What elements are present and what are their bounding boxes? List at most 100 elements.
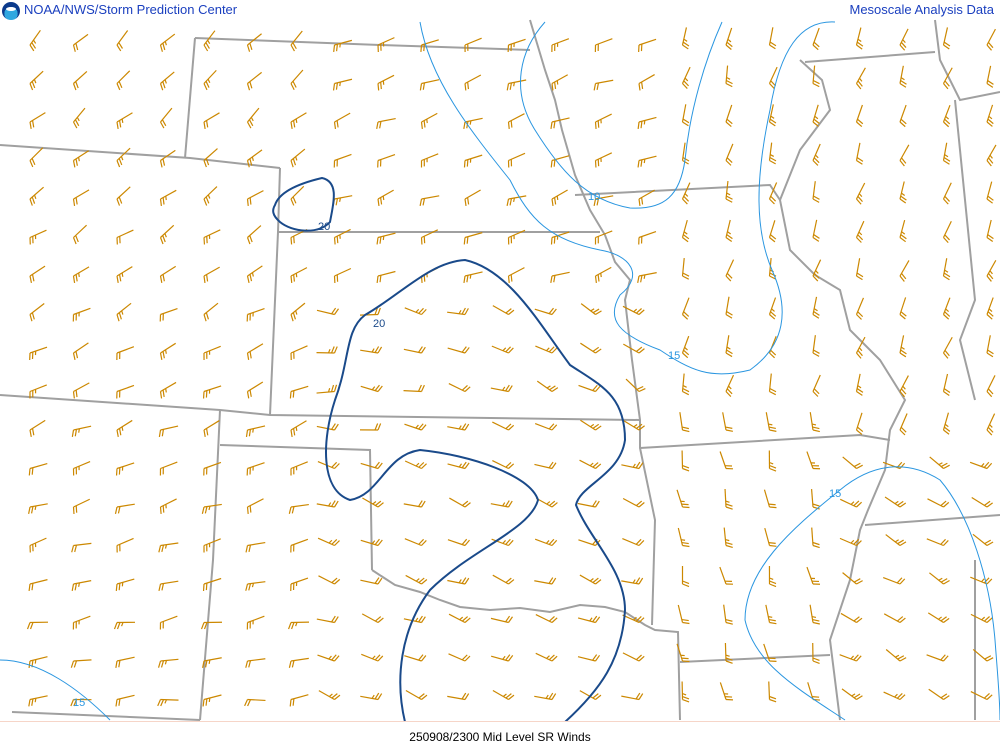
wind-barb: [899, 104, 907, 128]
wind-barb: [535, 345, 558, 354]
wind-barb: [405, 574, 428, 585]
wind-barb: [577, 654, 601, 662]
wind-barb: [725, 259, 735, 282]
wind-barb: [579, 459, 602, 470]
wind-barb: [333, 228, 351, 245]
wind-barb: [942, 142, 951, 165]
wind-barb: [115, 578, 135, 592]
wind-barb: [723, 527, 733, 548]
wind-barb: [841, 688, 863, 701]
contour-15-north: [419, 21, 836, 375]
wind-barb: [492, 574, 515, 585]
wind-barb: [507, 267, 525, 284]
wind-barb: [580, 303, 602, 316]
wind-barb: [899, 375, 909, 398]
wind-barb: [768, 220, 777, 243]
wind-barb: [403, 384, 425, 393]
wind-barb: [246, 265, 263, 283]
wind-barb: [72, 33, 89, 52]
wind-barb: [812, 181, 820, 203]
wind-barb: [768, 681, 777, 703]
wind-barb: [115, 694, 135, 707]
wind-barb: [116, 30, 129, 52]
wind-barb: [724, 488, 733, 510]
wind-barb: [942, 27, 951, 50]
wind-barb: [550, 117, 570, 130]
wind-barb: [360, 384, 383, 393]
wind-barb: [288, 503, 309, 514]
wind-barb: [448, 383, 471, 393]
wind-barb: [725, 181, 733, 203]
wind-barb: [884, 496, 907, 508]
wind-barb: [580, 342, 602, 354]
wind-barb: [534, 692, 557, 701]
wind-barb: [72, 307, 91, 322]
wind-barb: [676, 489, 690, 509]
wind-barb: [550, 155, 570, 168]
wind-barb: [360, 692, 383, 701]
wind-barb: [768, 66, 778, 89]
wind-barb: [491, 345, 514, 354]
wind-barb: [246, 615, 265, 630]
wind-barb: [403, 500, 426, 508]
wind-barb: [534, 577, 557, 585]
wind-barb: [763, 489, 777, 509]
wind-barb: [159, 189, 177, 207]
wind-barb: [246, 107, 260, 129]
wind-barb: [157, 698, 179, 707]
wind-barb: [681, 104, 690, 127]
wind-barb: [464, 37, 482, 53]
wind-barb: [419, 79, 440, 91]
border-line: [219, 444, 373, 571]
wind-barb: [723, 604, 733, 625]
wind-barb: [768, 27, 777, 50]
wind-barb: [72, 107, 86, 129]
contour-20-main: [324, 258, 627, 723]
wind-barb: [638, 230, 657, 245]
wind-barb: [244, 698, 266, 707]
wind-barb: [855, 142, 864, 165]
wind-barb: [377, 189, 394, 207]
wind-barb: [359, 423, 382, 431]
wind-barb: [463, 154, 483, 168]
wind-barb: [970, 691, 993, 701]
wind-barb: [928, 688, 950, 700]
wind-barb: [972, 533, 994, 547]
wind-barb: [594, 230, 613, 245]
wind-barb: [768, 104, 777, 127]
wind-barb: [246, 33, 262, 52]
wind-barb: [594, 38, 613, 53]
wind-barb: [725, 27, 733, 50]
wind-barb: [719, 451, 734, 470]
wind-barb: [317, 460, 340, 470]
wind-barb: [855, 336, 866, 359]
wind-barb: [447, 346, 470, 354]
wind-barb: [535, 614, 558, 624]
wind-barb: [839, 654, 862, 662]
wind-barb: [883, 613, 906, 624]
wind-barb: [768, 142, 777, 165]
wind-barb: [159, 149, 176, 168]
wind-barb: [290, 69, 304, 91]
wind-barb: [899, 28, 909, 51]
contour-label: 10: [588, 191, 600, 203]
wind-barb: [317, 537, 340, 547]
wind-barb: [158, 425, 179, 438]
wind-barb: [855, 373, 864, 396]
wind-barb: [245, 581, 266, 591]
wind-barb: [203, 148, 218, 168]
wind-barb: [719, 566, 734, 585]
wind-barb: [29, 112, 46, 130]
wind-barb: [535, 497, 558, 508]
border-line: [0, 144, 281, 169]
wind-barb: [812, 219, 820, 242]
wind-barb: [246, 462, 265, 476]
wind-barb: [290, 345, 308, 361]
wind-barb: [768, 565, 777, 588]
wind-barb: [159, 107, 173, 129]
contour-label: 20: [373, 318, 385, 330]
wind-barb: [203, 461, 222, 476]
border-line: [864, 514, 1000, 526]
wind-barb: [28, 503, 48, 514]
